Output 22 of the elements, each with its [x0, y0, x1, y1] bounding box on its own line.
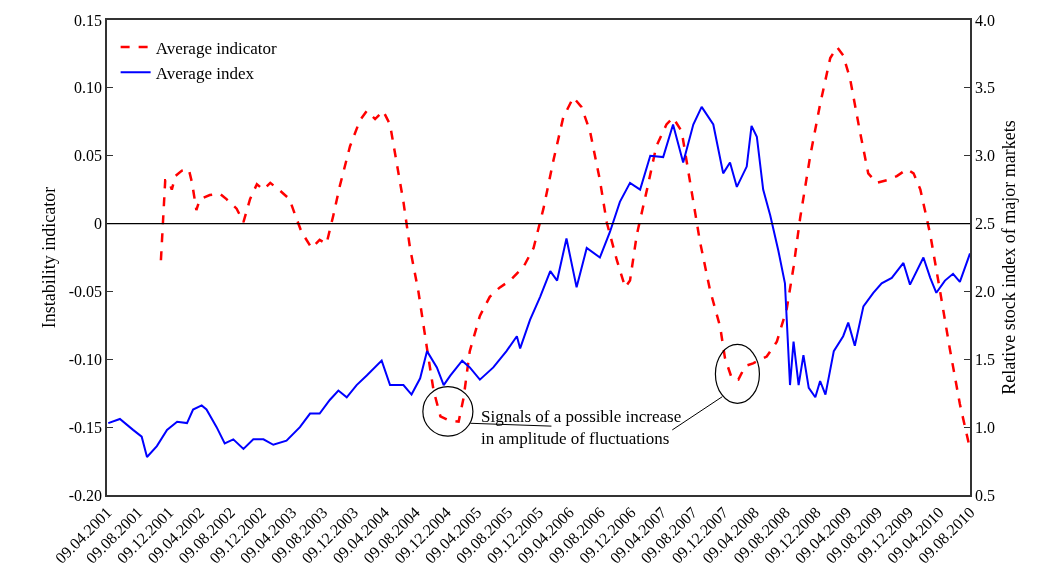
y-tick-label: 0.15 — [74, 11, 103, 29]
y2-tick-label: 3.0 — [974, 147, 995, 165]
legend-label: Average index — [155, 63, 255, 83]
y2-tick-label: 2.5 — [974, 215, 995, 233]
annotation: Signals of a possible increase in amplitude of fluctuations — [481, 407, 682, 449]
y-tick-label: -0.15 — [68, 418, 103, 436]
y-tick-label: 0.10 — [74, 79, 103, 97]
y2-tick-label: 4.0 — [974, 11, 995, 29]
y-tick-label: -0.05 — [68, 283, 103, 301]
legend-label: Average indicator — [155, 38, 277, 58]
y2-tick-label: 1.5 — [974, 350, 995, 368]
y2-tick-label: 0.5 — [974, 486, 995, 504]
y2-tick-label: 1.0 — [974, 418, 995, 436]
y2-axis-title: Relative stock index of major markets — [998, 120, 1019, 395]
y-tick-label: 0.05 — [74, 147, 103, 165]
y-tick-label: 0 — [94, 215, 103, 233]
line-series — [107, 105, 970, 458]
y2-tick-label: 2.0 — [974, 283, 995, 301]
y-tick-label: -0.10 — [68, 350, 103, 368]
y-axis-title: Instability indicator — [39, 186, 60, 329]
y-tick-label: -0.20 — [68, 486, 103, 504]
y2-tick-label: 3.5 — [974, 79, 995, 97]
